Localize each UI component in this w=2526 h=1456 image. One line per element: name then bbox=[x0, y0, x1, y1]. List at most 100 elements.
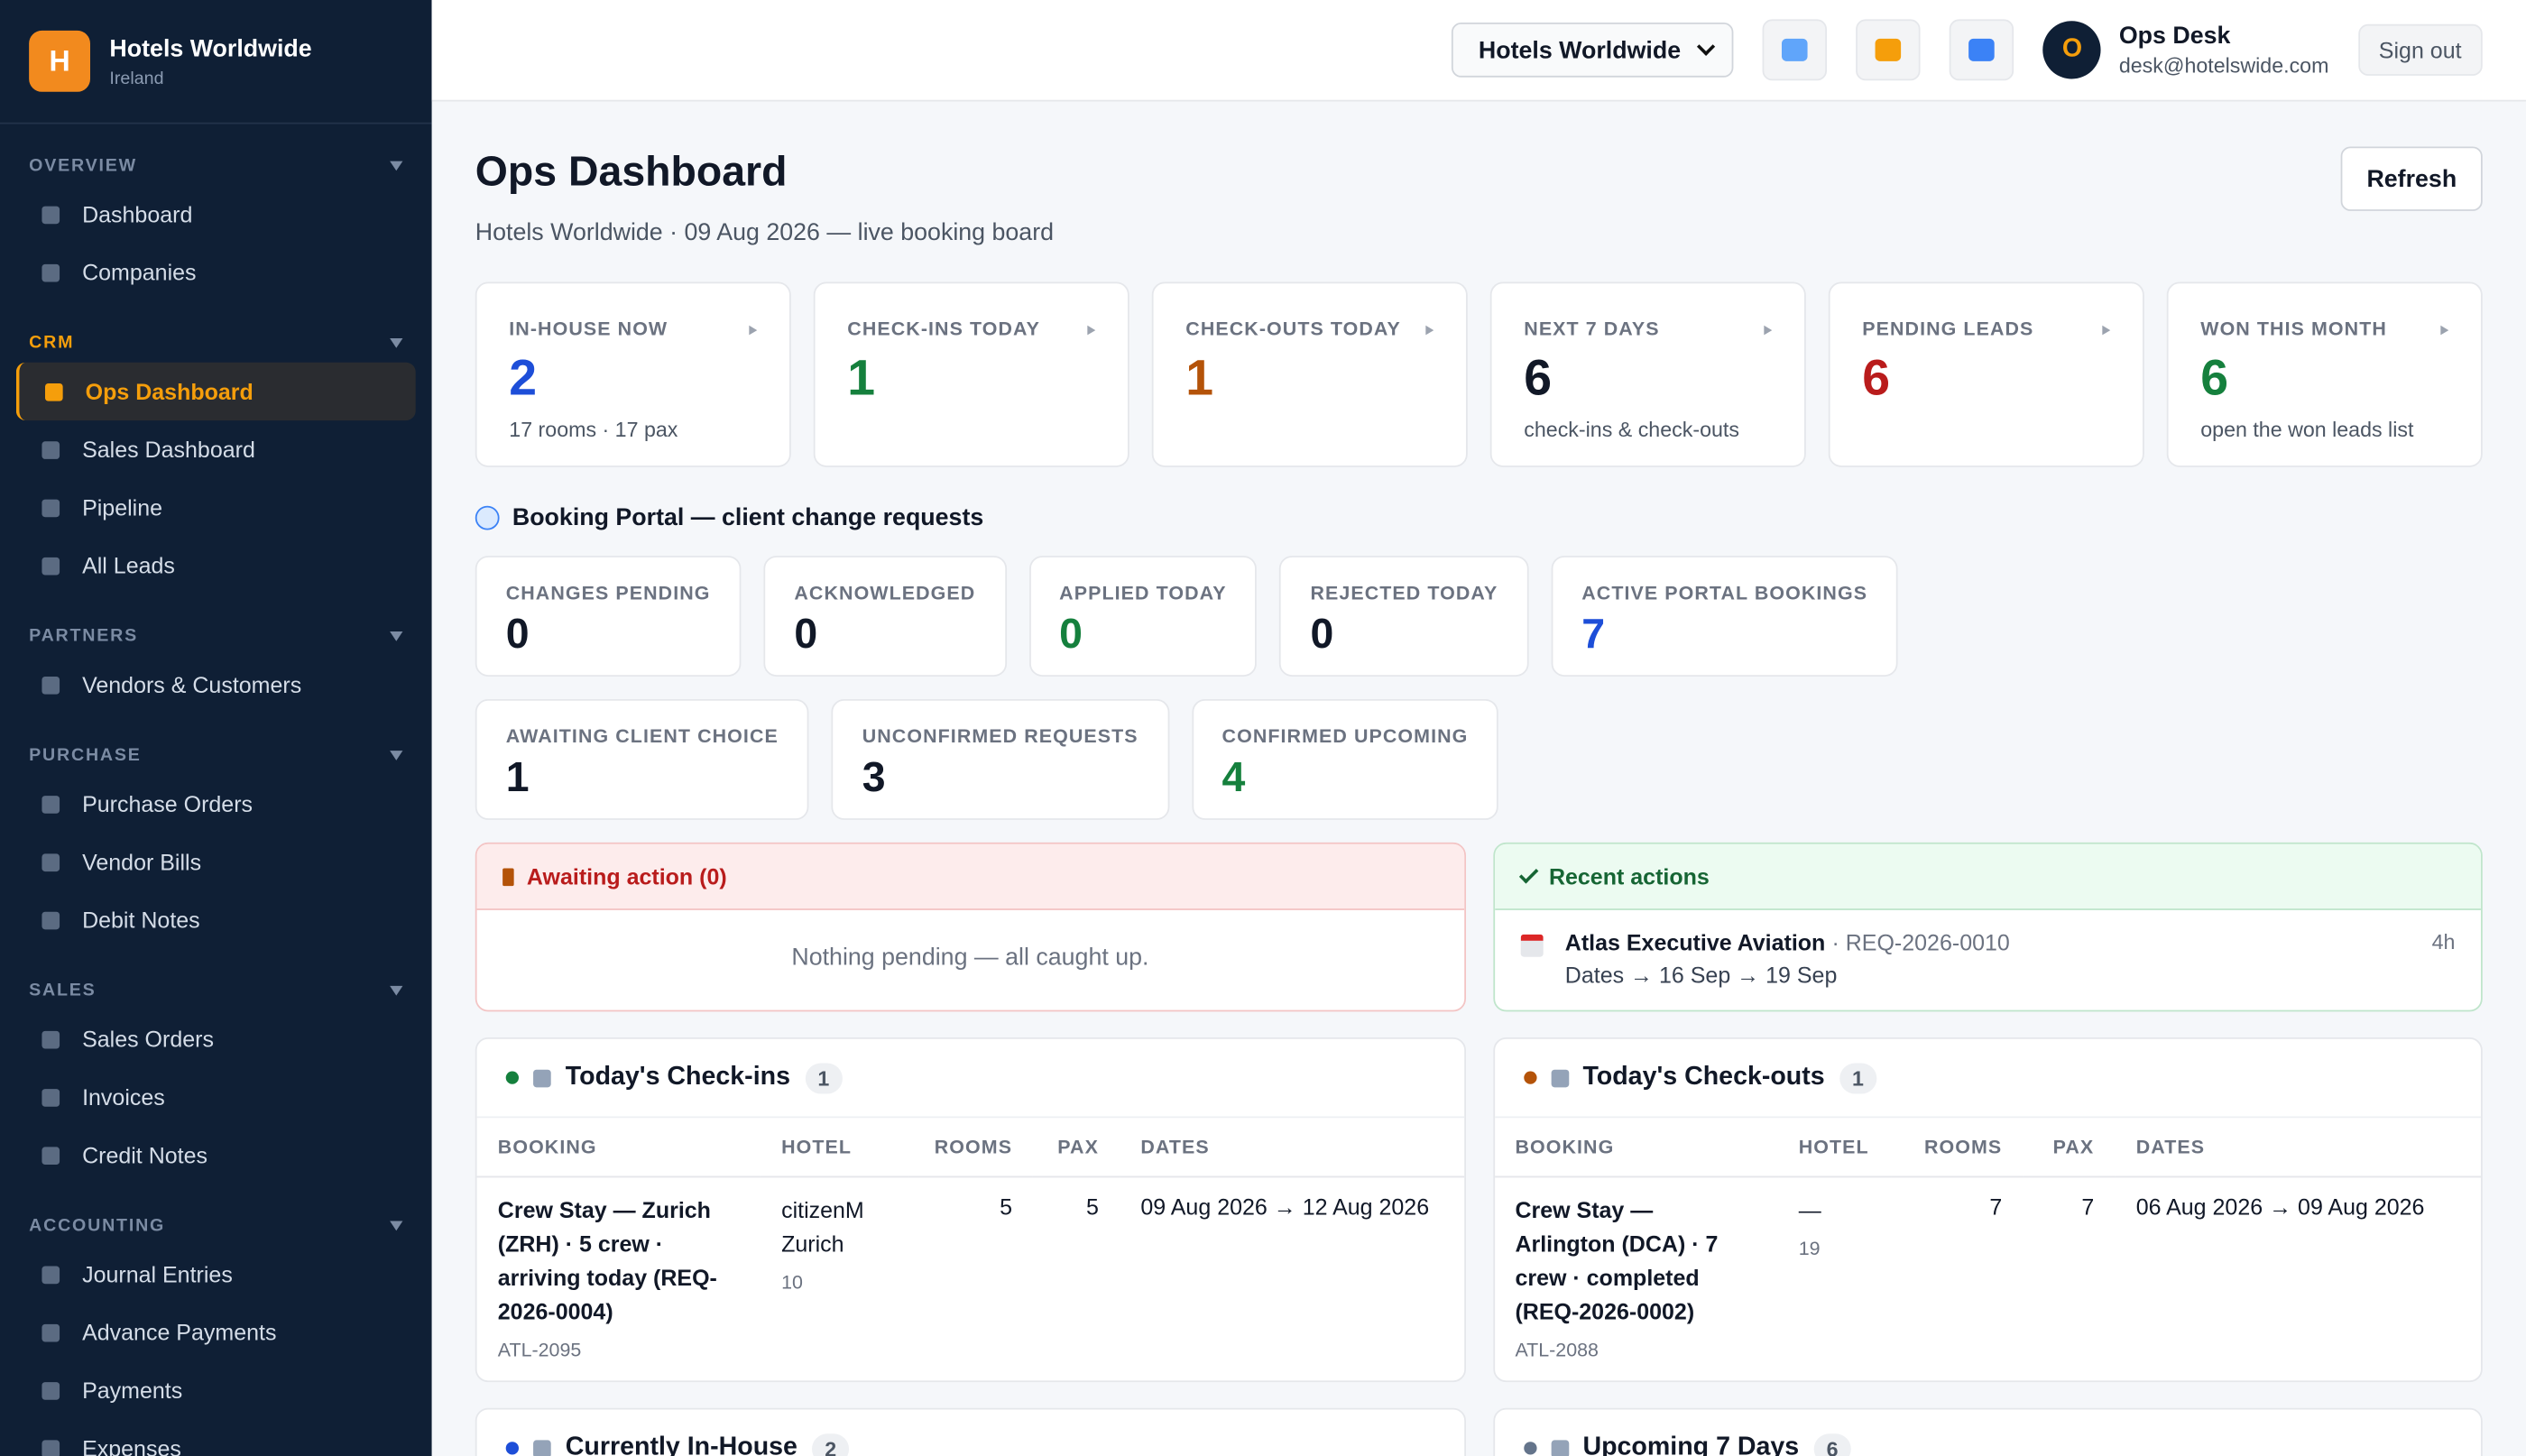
nav-icon bbox=[41, 263, 60, 281]
booking-row[interactable]: Crew Stay — Zurich (ZRH) · 5 crew · arri… bbox=[477, 1176, 1464, 1380]
stat-value: 3 bbox=[862, 751, 886, 801]
nav-item[interactable]: Expenses bbox=[16, 1419, 416, 1456]
calendar-icon bbox=[1519, 934, 1543, 957]
section-header[interactable]: ACCOUNTING bbox=[0, 1216, 432, 1236]
table-panel: Today's Check-ins 1 BOOKING HOTEL ROOMS PAX DA… bbox=[475, 1037, 1466, 1383]
kpi-arrow bbox=[2102, 325, 2111, 336]
user-name: Ops Desk bbox=[2118, 22, 2231, 51]
nav-label: Ops Dashboard bbox=[85, 378, 254, 405]
nav-item[interactable]: All Leads bbox=[16, 537, 416, 594]
kpi-arrow bbox=[1425, 325, 1434, 336]
column-header: BOOKING bbox=[1494, 1118, 1778, 1178]
dates-cell: 09 Aug 2026 → 12 Aug 2026 bbox=[1140, 1193, 1430, 1220]
nav-item[interactable]: Pipeline bbox=[16, 478, 416, 536]
nav-item[interactable]: Advance Payments bbox=[16, 1304, 416, 1361]
recent-label: Recent actions bbox=[1548, 863, 1710, 889]
nav-icon bbox=[41, 556, 60, 575]
table-title-text: Upcoming 7 Days bbox=[1582, 1433, 1800, 1456]
brand-subtitle: Ireland bbox=[109, 68, 164, 88]
kpi-card[interactable]: CHECK-OUTS TODAY 1 bbox=[1151, 281, 1468, 467]
refresh-button[interactable]: Refresh bbox=[2340, 146, 2483, 211]
stat-label: UNCONFIRMED REQUESTS bbox=[862, 724, 1139, 748]
kpi-label: PENDING LEADS bbox=[1862, 317, 2034, 340]
table-panel: Upcoming 7 Days 6 bbox=[1492, 1407, 2483, 1456]
icon-button[interactable] bbox=[1856, 19, 1922, 81]
nav-item[interactable]: Vendors & Customers bbox=[16, 656, 416, 714]
kpi-label: NEXT 7 DAYS bbox=[1524, 317, 1660, 340]
nav-item[interactable]: Ops Dashboard bbox=[15, 362, 416, 421]
sign-out-button[interactable]: Sign out bbox=[2357, 23, 2483, 76]
table-row: Today's Check-ins 1 BOOKING HOTEL ROOMS PAX DA… bbox=[475, 1037, 2483, 1383]
nav-item[interactable]: Credit Notes bbox=[16, 1126, 416, 1184]
table-head: BOOKING HOTEL ROOMS PAX DATES bbox=[1494, 1118, 2481, 1178]
nav-item[interactable]: Vendor Bills bbox=[16, 833, 416, 890]
nav-label: Vendor Bills bbox=[82, 849, 202, 875]
nav-item[interactable]: Dashboard bbox=[16, 185, 416, 243]
portal-stat: REJECTED TODAY 0 bbox=[1279, 556, 1529, 677]
stat-value: 0 bbox=[1310, 608, 1334, 658]
portal-stat: CHANGES PENDING 0 bbox=[475, 556, 742, 677]
table-body: Crew Stay — Arlington (DCA) · 7 crew · c… bbox=[1494, 1176, 2481, 1380]
column-header: BOOKING bbox=[476, 1118, 761, 1178]
stat-label: REJECTED TODAY bbox=[1310, 581, 1498, 604]
nav-label: Pipeline bbox=[82, 494, 163, 521]
nav-icon bbox=[41, 498, 60, 517]
section-title: SALES bbox=[29, 981, 97, 1000]
kpi-note: check-ins & check-outs bbox=[1524, 417, 1739, 442]
kpi-card[interactable]: PENDING LEADS 6 bbox=[1828, 281, 2144, 467]
nav-item[interactable]: Debit Notes bbox=[16, 890, 416, 948]
action-panels: Awaiting action (0) Nothing pending — all… bbox=[475, 842, 2483, 1012]
nav-icon bbox=[41, 1439, 60, 1456]
column-header: HOTEL bbox=[760, 1118, 909, 1178]
section-header[interactable]: PURCHASE bbox=[0, 746, 432, 765]
recent-line: Atlas Executive Aviation · REQ-2026-0010 bbox=[1565, 929, 2410, 955]
booking-table: BOOKING HOTEL ROOMS PAX DATES Crew Stay — Zur… bbox=[476, 1118, 1464, 1380]
hotel-sub: 10 bbox=[781, 1270, 803, 1294]
section-caret bbox=[390, 751, 403, 760]
kpi-arrow bbox=[1087, 325, 1096, 336]
table-title-text: Currently In-House bbox=[565, 1433, 797, 1456]
kpi-value: 1 bbox=[1185, 349, 1214, 406]
column-header: DATES bbox=[1120, 1118, 1464, 1178]
portal-stat: CONFIRMED UPCOMING 4 bbox=[1191, 698, 1499, 820]
section-header[interactable]: SALES bbox=[0, 981, 432, 1000]
kpi-card[interactable]: NEXT 7 DAYS 6 check-ins & check-outs bbox=[1489, 281, 1806, 467]
page-subtitle: Hotels Worldwide · 09 Aug 2026 — live bo… bbox=[475, 218, 1055, 247]
user-avatar: O bbox=[2042, 21, 2102, 79]
kpi-note: 17 rooms · 17 pax bbox=[509, 417, 678, 442]
icon-button[interactable] bbox=[1763, 19, 1828, 81]
section-title: PURCHASE bbox=[29, 745, 142, 766]
nav-item[interactable]: Invoices bbox=[16, 1068, 416, 1126]
column-header: PAX bbox=[1033, 1118, 1120, 1178]
brand-text: Hotels Worldwide Ireland bbox=[109, 34, 311, 88]
nav-item[interactable]: Sales Dashboard bbox=[16, 420, 416, 478]
nav-item[interactable]: Journal Entries bbox=[16, 1245, 416, 1303]
kpi-card[interactable]: WON THIS MONTH 6 open the won leads list bbox=[2166, 281, 2483, 467]
table-icon bbox=[1550, 1439, 1569, 1456]
nav-item[interactable]: Sales Orders bbox=[16, 1010, 416, 1068]
kpi-card[interactable]: IN-HOUSE NOW 2 17 rooms · 17 pax bbox=[475, 281, 791, 467]
icon-button[interactable] bbox=[1950, 19, 2014, 81]
nav-item[interactable]: Payments bbox=[16, 1361, 416, 1419]
section-caret bbox=[390, 985, 403, 996]
table-title: Today's Check-outs 1 bbox=[1494, 1039, 2481, 1119]
section-header[interactable]: OVERVIEW bbox=[0, 156, 432, 176]
globe-icon bbox=[475, 505, 500, 530]
booking-row[interactable]: Crew Stay — Arlington (DCA) · 7 crew · c… bbox=[1494, 1176, 2481, 1380]
booking-name: Crew Stay — Arlington (DCA) · 7 crew · c… bbox=[1515, 1196, 1719, 1324]
section-header[interactable]: PARTNERS bbox=[0, 627, 432, 646]
section-caret bbox=[390, 337, 403, 348]
kpi-note: open the won leads list bbox=[2200, 417, 2414, 442]
section-title: CRM bbox=[29, 333, 75, 354]
nav-item[interactable]: Companies bbox=[16, 244, 416, 301]
section-header[interactable]: CRM bbox=[0, 334, 432, 353]
awaiting-label: Awaiting action (0) bbox=[526, 863, 727, 889]
nav-label: Vendors & Customers bbox=[82, 671, 302, 698]
status-dot bbox=[505, 1071, 519, 1084]
pax-cell: 7 bbox=[2081, 1193, 2095, 1220]
nav-item[interactable]: Purchase Orders bbox=[16, 775, 416, 833]
company-select[interactable]: Hotels Worldwide bbox=[1451, 22, 1735, 78]
kpi-card[interactable]: CHECK-INS TODAY 1 bbox=[813, 281, 1129, 467]
stat-label: ACTIVE PORTAL BOOKINGS bbox=[1581, 581, 1868, 604]
